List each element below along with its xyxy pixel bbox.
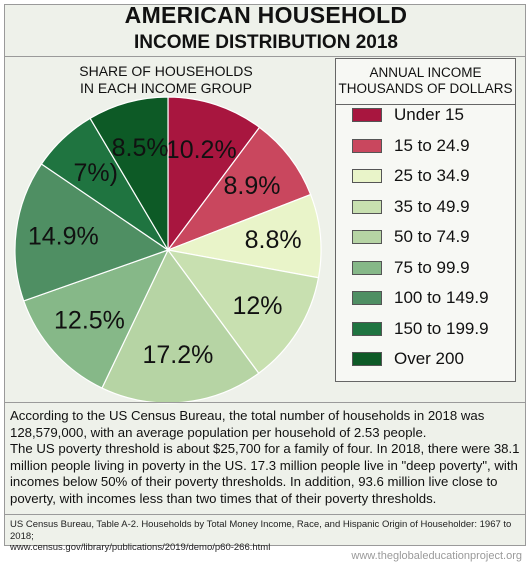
legend-label-8: Over 200 [394,349,464,368]
description-paragraph-1: According to the US Census Bureau, the t… [10,408,485,440]
legend-swatch-8 [352,352,382,366]
legend-swatch-1 [352,138,382,153]
legend-label-3: 35 to 49.9 [394,196,470,216]
title-divider [4,56,526,57]
pie-title: SHARE OF HOUSEHOLDS IN EACH INCOME GROUP [66,63,266,97]
legend-label-2: 25 to 34.9 [394,166,470,185]
legend-item-5: 75 to 99.9 [352,256,470,280]
description: According to the US Census Bureau, the t… [10,408,522,508]
legend-item-6: 100 to 149.9 [352,286,489,310]
chart-title: AMERICAN HOUSEHOLD [124,2,408,28]
pie-slice-8 [89,96,169,253]
legend-item-0: Under 15 [352,103,464,127]
watermark: www.theglobaleducationproject.org [351,550,522,562]
legend-swatch-6 [352,291,382,305]
pie-label-3: 12% [232,292,282,320]
pie-label-8: 8.5% [112,134,169,162]
legend-swatch-2 [352,169,382,183]
pie-slice-0 [167,96,261,252]
pie-label-0: 10.2% [166,136,237,164]
pie-label-1: 8.9% [224,172,281,200]
legend-label-0: Under 15 [394,105,464,124]
legend-title: ANNUAL INCOME THOUSANDS OF DOLLARS [336,59,515,97]
legend-label-1: 15 to 24.9 [394,135,470,155]
legend-item-8: Over 200 [352,347,464,371]
source-line-2: www.census.gov/library/publications/2019… [10,542,271,553]
pie-slice-6 [14,163,170,302]
legend-swatch-7 [352,321,382,336]
description-paragraph-2: The US poverty threshold is about $25,70… [10,441,520,506]
legend-swatch-4 [352,230,382,244]
legend-swatch-5 [352,260,382,275]
legend-label-4: 50 to 74.9 [394,227,470,246]
legend-item-3: 35 to 49.9 [352,195,470,219]
legend-item-4: 50 to 74.9 [352,225,470,249]
legend-swatch-0 [352,108,382,122]
legend-label-6: 100 to 149.9 [394,288,489,307]
pie-slice-3 [166,249,320,375]
legend: ANNUAL INCOME THOUSANDS OF DOLLARS Under… [335,58,516,382]
source-note: US Census Bureau, Table A-2. Households … [10,519,522,554]
chart-divider [4,402,526,403]
pie-label-4: 17.2% [142,341,213,369]
legend-swatch-3 [352,199,382,214]
pie-slice-1 [166,126,312,252]
legend-title-line2: THOUSANDS OF DOLLARS [338,81,513,96]
legend-item-2: 25 to 34.9 [352,164,470,188]
legend-item-1: 15 to 24.9 [352,134,470,158]
chart-subtitle: INCOME DISTRIBUTION 2018 [134,32,398,53]
pie-label-5: 12.5% [54,307,125,335]
pie-slice-5 [22,248,170,389]
pie-label-7: 7%) [73,159,117,187]
legend-label-5: 75 to 99.9 [394,257,470,277]
legend-title-line1: ANNUAL INCOME [369,65,482,80]
pie-title-line2: IN EACH INCOME GROUP [80,80,252,96]
source-divider [4,514,526,515]
legend-label-7: 150 to 199.9 [394,318,489,338]
source-line-1: US Census Bureau, Table A-2. Households … [10,519,512,542]
pie-title-line1: SHARE OF HOUSEHOLDS [79,63,253,79]
legend-item-7: 150 to 199.9 [352,317,489,341]
pie-label-2: 8.8% [245,226,302,254]
pie-label-6: 14.9% [28,222,99,250]
legend-divider [336,104,515,105]
